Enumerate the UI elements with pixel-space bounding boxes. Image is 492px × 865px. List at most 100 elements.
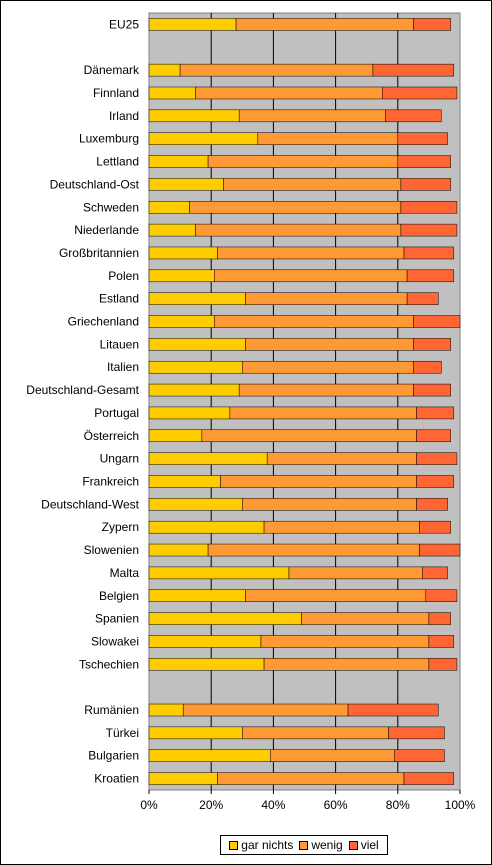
legend: gar nichts wenig viel	[220, 835, 388, 855]
legend-item-gar-nichts: gar nichts	[229, 838, 293, 852]
bar-segment	[148, 406, 231, 420]
bar-segment	[416, 475, 455, 488]
bar-segment	[148, 338, 246, 351]
category-label: Estland	[99, 292, 139, 306]
bar-segment	[148, 155, 209, 168]
category-label: Italien	[107, 360, 139, 374]
category-label: Portugal	[94, 406, 139, 420]
bar-segment	[189, 201, 402, 214]
bar-segment	[416, 498, 448, 511]
bar-segment	[413, 338, 451, 351]
bar-segment	[148, 589, 246, 602]
bar-segment	[148, 315, 215, 328]
bar-segment	[148, 749, 271, 762]
bar-segment	[148, 292, 246, 305]
bar-segment	[148, 63, 181, 77]
bar-segment	[223, 178, 402, 191]
bar-segment	[400, 178, 451, 191]
x-tick-label: 60%	[324, 798, 348, 812]
bar-segment	[148, 360, 243, 374]
legend-swatch-gar-nichts	[229, 840, 239, 850]
category-label: Litauen	[100, 337, 139, 351]
category-label: Zypern	[102, 520, 139, 534]
bar-segment	[403, 772, 455, 785]
legend-label-viel: viel	[360, 838, 379, 852]
bar-segment	[416, 429, 451, 443]
legend-label-wenig: wenig	[311, 838, 343, 852]
bar-segment	[413, 315, 461, 328]
category-label: Tschechien	[79, 657, 139, 671]
bar-segment	[372, 63, 455, 77]
bar-segment	[148, 429, 203, 443]
legend-label-gar-nichts: gar nichts	[241, 838, 294, 852]
bar-segment	[382, 86, 458, 100]
x-tick-label: 80%	[386, 798, 410, 812]
bar-segment	[245, 589, 427, 602]
x-tick-labels: 0% 20% 40% 60% 80% 100%	[140, 798, 475, 812]
bar-segment	[422, 566, 448, 580]
bar-segment	[406, 292, 439, 305]
category-label: Ungarn	[100, 452, 139, 466]
bar-segment	[207, 155, 399, 168]
category-label: Lettland	[96, 155, 139, 169]
category-label: Deutschland-Ost	[50, 177, 140, 191]
bar-segment	[242, 360, 414, 374]
bar-segment	[263, 520, 420, 534]
category-label: Spanien	[95, 612, 139, 626]
bar-segment	[288, 566, 423, 580]
bar-segment	[148, 452, 268, 465]
category-label: Schweden	[83, 200, 139, 214]
plot-area	[148, 12, 461, 791]
bar-segment	[406, 269, 455, 283]
bar-segment	[214, 315, 414, 328]
bar-segment	[347, 703, 439, 717]
legend-swatch-viel	[348, 840, 358, 850]
bar-segment	[148, 543, 209, 557]
bar-segment	[195, 86, 383, 100]
bar-segment	[419, 520, 451, 534]
bar-segment	[148, 498, 243, 511]
x-tick-label: 40%	[261, 798, 285, 812]
bar-segment	[245, 338, 414, 351]
bar-segment	[260, 635, 430, 648]
bar-segment	[413, 18, 451, 31]
category-label: Türkei	[106, 726, 139, 740]
category-label: Rumänien	[84, 703, 139, 717]
bar-segment	[397, 155, 451, 168]
category-label: Slowakei	[91, 634, 139, 648]
bar-segment	[148, 132, 259, 145]
bar-segment	[428, 612, 451, 625]
legend-item-wenig: wenig	[299, 838, 343, 852]
category-labels: EU25 Dänemark Finnland Irland Luxemburg Lettl…	[26, 17, 140, 785]
bar-segment	[148, 520, 265, 534]
bar-segment	[242, 498, 417, 511]
bar-segment	[148, 223, 196, 237]
bar-segment	[428, 635, 455, 648]
legend-item-viel: viel	[348, 838, 379, 852]
bar-segment	[148, 109, 240, 123]
x-tick-label: 100%	[445, 798, 476, 812]
bar-segment	[397, 132, 448, 145]
category-label: Finnland	[93, 86, 139, 100]
category-label: Bulgarien	[88, 749, 139, 763]
bar-segment	[217, 246, 405, 260]
bar-segment	[148, 475, 221, 488]
bar-segment	[179, 63, 374, 77]
category-label: EU25	[109, 17, 139, 31]
bar-segment	[419, 543, 461, 557]
category-label: Belgien	[99, 589, 139, 603]
category-label: Großbritannien	[59, 246, 139, 260]
bar-segment	[220, 475, 417, 488]
category-label: Polen	[108, 269, 139, 283]
bar-segment	[148, 18, 237, 31]
bar-segment	[148, 178, 224, 191]
bar-segment	[416, 452, 458, 465]
category-label: Malta	[110, 566, 140, 580]
bar-segment	[182, 703, 349, 717]
bar-segment	[385, 109, 442, 123]
bar-segment	[400, 223, 458, 237]
bar-segment	[148, 658, 265, 671]
category-label: Griechenland	[68, 315, 139, 329]
bar-segment	[229, 406, 417, 420]
